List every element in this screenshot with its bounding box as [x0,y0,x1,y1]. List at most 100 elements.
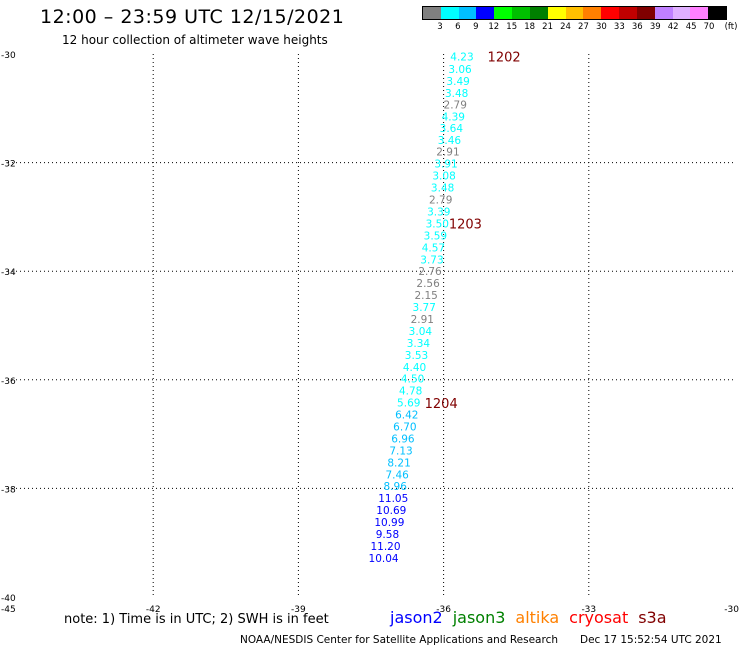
wave-height-colorbar [422,6,727,20]
colorbar-swatch [512,7,530,19]
swh-value: 2.79 [444,99,467,111]
swh-value: 6.96 [391,433,415,445]
colorbar-label: 70 [703,22,715,32]
colorbar-label: 27 [578,22,589,32]
map-subtitle: 12 hour collection of altimeter wave hei… [62,33,328,47]
colorbar-swatch [708,7,727,19]
footer-timestamp: Dec 17 15:52:54 UTC 2021 [580,634,722,646]
satellite-legend: jason2 jason3 altika cryosat s3a [390,608,677,627]
colorbar-label: 42 [667,22,679,32]
swh-value: 2.56 [416,278,440,290]
swh-value: 2.91 [411,314,434,326]
colorbar-label: (ft) [724,22,738,32]
colorbar-swatch [440,7,459,19]
colorbar-swatch [565,7,584,19]
swh-value: 3.73 [420,254,443,266]
swh-value: 2.15 [414,290,437,302]
colorbar-swatch [583,7,602,19]
swh-value: 3.77 [413,302,436,314]
colorbar-label: 39 [649,22,661,32]
colorbar-label: 9 [473,22,479,32]
time-labels: 1202 1203 1204 [425,51,521,412]
satellite-altika: altika [515,608,560,627]
time-label: 1204 [425,397,458,412]
lon-tick-label: -36 [436,605,451,615]
swh-value: 4.50 [401,374,424,386]
time-label: 1203 [449,217,482,232]
swh-value: 3.91 [434,159,457,171]
swh-value: 4.39 [442,111,465,123]
swh-value: 9.58 [376,529,399,541]
swh-value: 3.39 [427,206,450,218]
lat-tick-label: -40 [1,594,16,604]
swh-value: 11.05 [378,493,408,505]
satellite-jason2: jason2 [390,608,443,627]
swh-value: 3.49 [446,76,469,88]
swh-value: 2.91 [436,147,459,159]
lat-tick-label: -34 [1,268,16,278]
satellite-cryosat: cryosat [569,608,629,627]
swh-value: 3.04 [409,326,433,338]
lon-tick-label: -42 [146,605,161,615]
altimeter-track: 4.233.063.493.482.794.393.643.462.913.91… [369,52,474,565]
colorbar-swatch [458,7,477,19]
colorbar-label: 45 [685,22,697,32]
swh-value: 3.46 [438,135,462,147]
swh-value: 8.96 [384,481,408,493]
swh-value: 3.53 [405,350,428,362]
map-grid [8,54,734,597]
swh-value: 10.69 [376,505,406,517]
colorbar-swatch [619,7,637,19]
swh-value: 11.20 [370,541,400,553]
satellite-s3a: s3a [638,608,667,627]
lon-tick-label: -33 [581,605,596,615]
colorbar-swatch [494,7,513,19]
lat-tick-label: -30 [1,51,16,61]
colorbar-swatch [672,7,691,19]
colorbar-label: 6 [455,22,461,32]
lon-tick-label: -30 [724,605,739,615]
colorbar-swatch [547,7,566,19]
lat-tick-label: -38 [1,485,16,495]
lon-tick-label: -45 [1,605,16,615]
swh-value: 10.99 [374,517,404,529]
colorbar-label: 30 [595,22,607,32]
swh-value: 3.08 [432,171,455,183]
colorbar-label: 3 [437,22,443,32]
colorbar-swatch [529,7,548,19]
colorbar-swatch [654,7,673,19]
swh-value: 3.48 [431,183,454,195]
colorbar-swatch [601,7,620,19]
swh-value: 6.42 [395,410,418,422]
swh-value: 8.21 [387,457,410,469]
swh-value: 4.40 [403,362,426,374]
map-title: 12:00 – 23:59 UTC 12/15/2021 [40,6,345,28]
swh-value: 6.70 [393,421,416,433]
colorbar-swatch [690,7,709,19]
swh-value: 3.50 [426,218,449,230]
time-label: 1202 [488,51,521,66]
colorbar-label: 33 [613,22,625,32]
swh-value: 10.04 [369,553,399,565]
swh-value: 2.79 [429,195,452,207]
map-tick-labels: -45 -42 -39 -36 -33 -30 -30 -32 -34 -36 -38 -40 [1,51,739,615]
colorbar-swatch [476,7,495,19]
footer-note: note: 1) Time is in UTC; 2) SWH is in fe… [64,612,329,627]
swh-value: 4.57 [422,242,445,254]
swh-value: 2.76 [418,266,442,278]
swh-value: 3.59 [424,230,447,242]
footer-credit: NOAA/NESDIS Center for Satellite Applica… [240,634,558,646]
satellite-jason3: jason3 [452,608,506,627]
lon-tick-label: -39 [291,605,306,615]
swh-value: 3.34 [407,338,431,350]
lat-tick-label: -32 [1,160,16,170]
colorbar-labels: 3 6 9 12 15 18 21 24 27 30 33 36 39 42 45 70 (ft) [422,22,737,34]
swh-value: 3.06 [448,64,472,76]
swh-value: 7.46 [385,469,409,481]
swh-value: 3.48 [445,88,468,100]
colorbar-label: 15 [506,22,518,32]
colorbar-label: 18 [524,22,536,32]
swh-value: 4.78 [399,386,422,398]
swh-value: 5.69 [397,398,420,410]
